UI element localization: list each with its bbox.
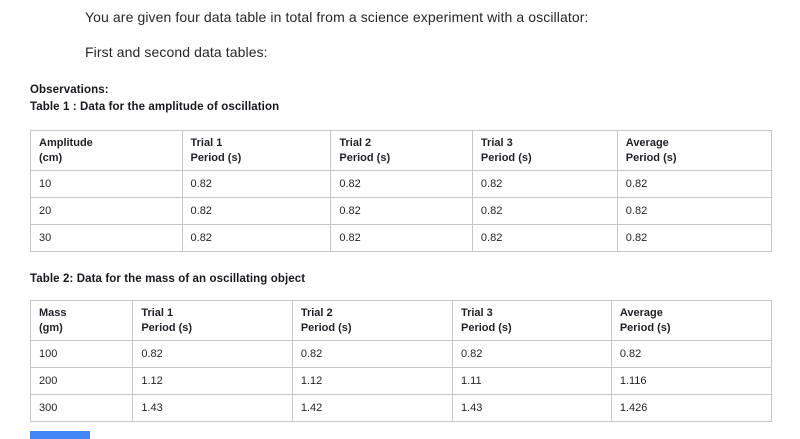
table-cell: 1.43 <box>132 394 293 422</box>
table-cell: 300 <box>29 394 134 422</box>
table-cell: 20 <box>30 197 183 225</box>
table-cell: 1.12 <box>132 367 293 395</box>
table-row: 30 0.82 0.82 0.82 0.82 <box>30 224 773 252</box>
column-header-cell: Trial 2 Period (s) <box>291 300 453 341</box>
table-mass-data: Mass (gm) Trial 1 Period (s) Trial 2 Period (… <box>29 300 773 422</box>
table-row: 100 0.82 0.82 0.82 0.82 <box>29 340 773 368</box>
table-cell: 0.82 <box>330 224 473 252</box>
table-cell: 0.82 <box>330 197 473 225</box>
table-cell: 0.82 <box>181 224 332 252</box>
column-header-line: Amplitude <box>39 137 93 149</box>
table2-title: Table 2: Data for the mass of an oscilla… <box>30 273 306 285</box>
column-header-cell: Amplitude (cm) <box>30 130 183 171</box>
table-cell: 0.82 <box>330 170 473 198</box>
column-header-line: (gm) <box>39 322 63 334</box>
table-amplitude-data: Amplitude (cm) Trial 1 Period (s) Trial 2 Per… <box>30 130 773 252</box>
column-header-line: Period (s) <box>339 152 391 164</box>
table-row: 20 0.82 0.82 0.82 0.82 <box>30 197 773 225</box>
column-header-line: Average <box>625 137 669 149</box>
column-header-line: Trial 2 <box>339 137 372 149</box>
table-cell: 0.82 <box>616 224 773 252</box>
column-header-cell: Trial 3 Period (s) <box>451 300 612 341</box>
column-header-line: Average <box>619 307 663 319</box>
column-header-line: Trial 1 <box>141 307 174 319</box>
column-header-cell: Trial 2 Period (s) <box>330 130 473 171</box>
table-cell: 0.82 <box>291 340 453 368</box>
table-header-row: Mass (gm) Trial 1 Period (s) Trial 2 Period (… <box>29 300 773 341</box>
observations-heading: Observations: <box>30 84 109 96</box>
table-cell: 0.82 <box>471 170 618 198</box>
table-cell: 1.42 <box>291 394 453 422</box>
table-cell: 200 <box>29 367 134 395</box>
intro-line-2: First and second data tables: <box>85 44 268 60</box>
table-cell: 30 <box>30 224 183 252</box>
table-cell: 0.82 <box>181 170 332 198</box>
column-header-line: Period (s) <box>190 152 242 164</box>
table-cell: 0.82 <box>616 170 773 198</box>
table-cell: 100 <box>29 340 134 368</box>
column-header-cell: Average Period (s) <box>616 130 773 171</box>
column-header-cell: Mass (gm) <box>29 300 134 341</box>
intro-line-1: You are given four data table in total f… <box>85 9 589 25</box>
column-header-line: Period (s) <box>619 322 671 334</box>
column-header-line: Mass <box>39 307 67 319</box>
column-header-line: Period (s) <box>480 152 532 164</box>
column-header-line: Period (s) <box>300 322 352 334</box>
column-header-line: Period (s) <box>625 152 677 164</box>
table-cell: 10 <box>30 170 183 198</box>
table-cell: 1.116 <box>610 367 773 395</box>
column-header-line: Trial 3 <box>460 307 493 319</box>
table-row: 300 1.43 1.42 1.43 1.426 <box>29 394 773 422</box>
table-cell: 0.82 <box>616 197 773 225</box>
column-header-line: Trial 2 <box>300 307 333 319</box>
column-header-cell: Average Period (s) <box>610 300 773 341</box>
column-header-line: Trial 3 <box>480 137 513 149</box>
table-cell: 0.82 <box>471 197 618 225</box>
column-header-line: (cm) <box>39 152 63 164</box>
table-cell: 0.82 <box>451 340 612 368</box>
table-cell: 0.82 <box>181 197 332 225</box>
table-header-row: Amplitude (cm) Trial 1 Period (s) Trial 2 Per… <box>30 130 773 171</box>
column-header-line: Period (s) <box>141 322 193 334</box>
table-cell: 0.82 <box>132 340 293 368</box>
table1-title: Table 1 : Data for the amplitude of osci… <box>30 101 280 113</box>
table-cell: 1.43 <box>451 394 612 422</box>
column-header-cell: Trial 1 Period (s) <box>132 300 293 341</box>
partial-blue-bar <box>30 431 90 439</box>
table-row: 10 0.82 0.82 0.82 0.82 <box>30 170 773 198</box>
column-header-cell: Trial 1 Period (s) <box>181 130 332 171</box>
table-cell: 1.12 <box>291 367 453 395</box>
column-header-cell: Trial 3 Period (s) <box>471 130 618 171</box>
column-header-line: Period (s) <box>460 322 512 334</box>
table-cell: 1.11 <box>451 367 612 395</box>
table-row: 200 1.12 1.12 1.11 1.116 <box>29 367 773 395</box>
table-cell: 1.426 <box>610 394 773 422</box>
table-cell: 0.82 <box>610 340 773 368</box>
table-cell: 0.82 <box>471 224 618 252</box>
column-header-line: Trial 1 <box>190 137 223 149</box>
